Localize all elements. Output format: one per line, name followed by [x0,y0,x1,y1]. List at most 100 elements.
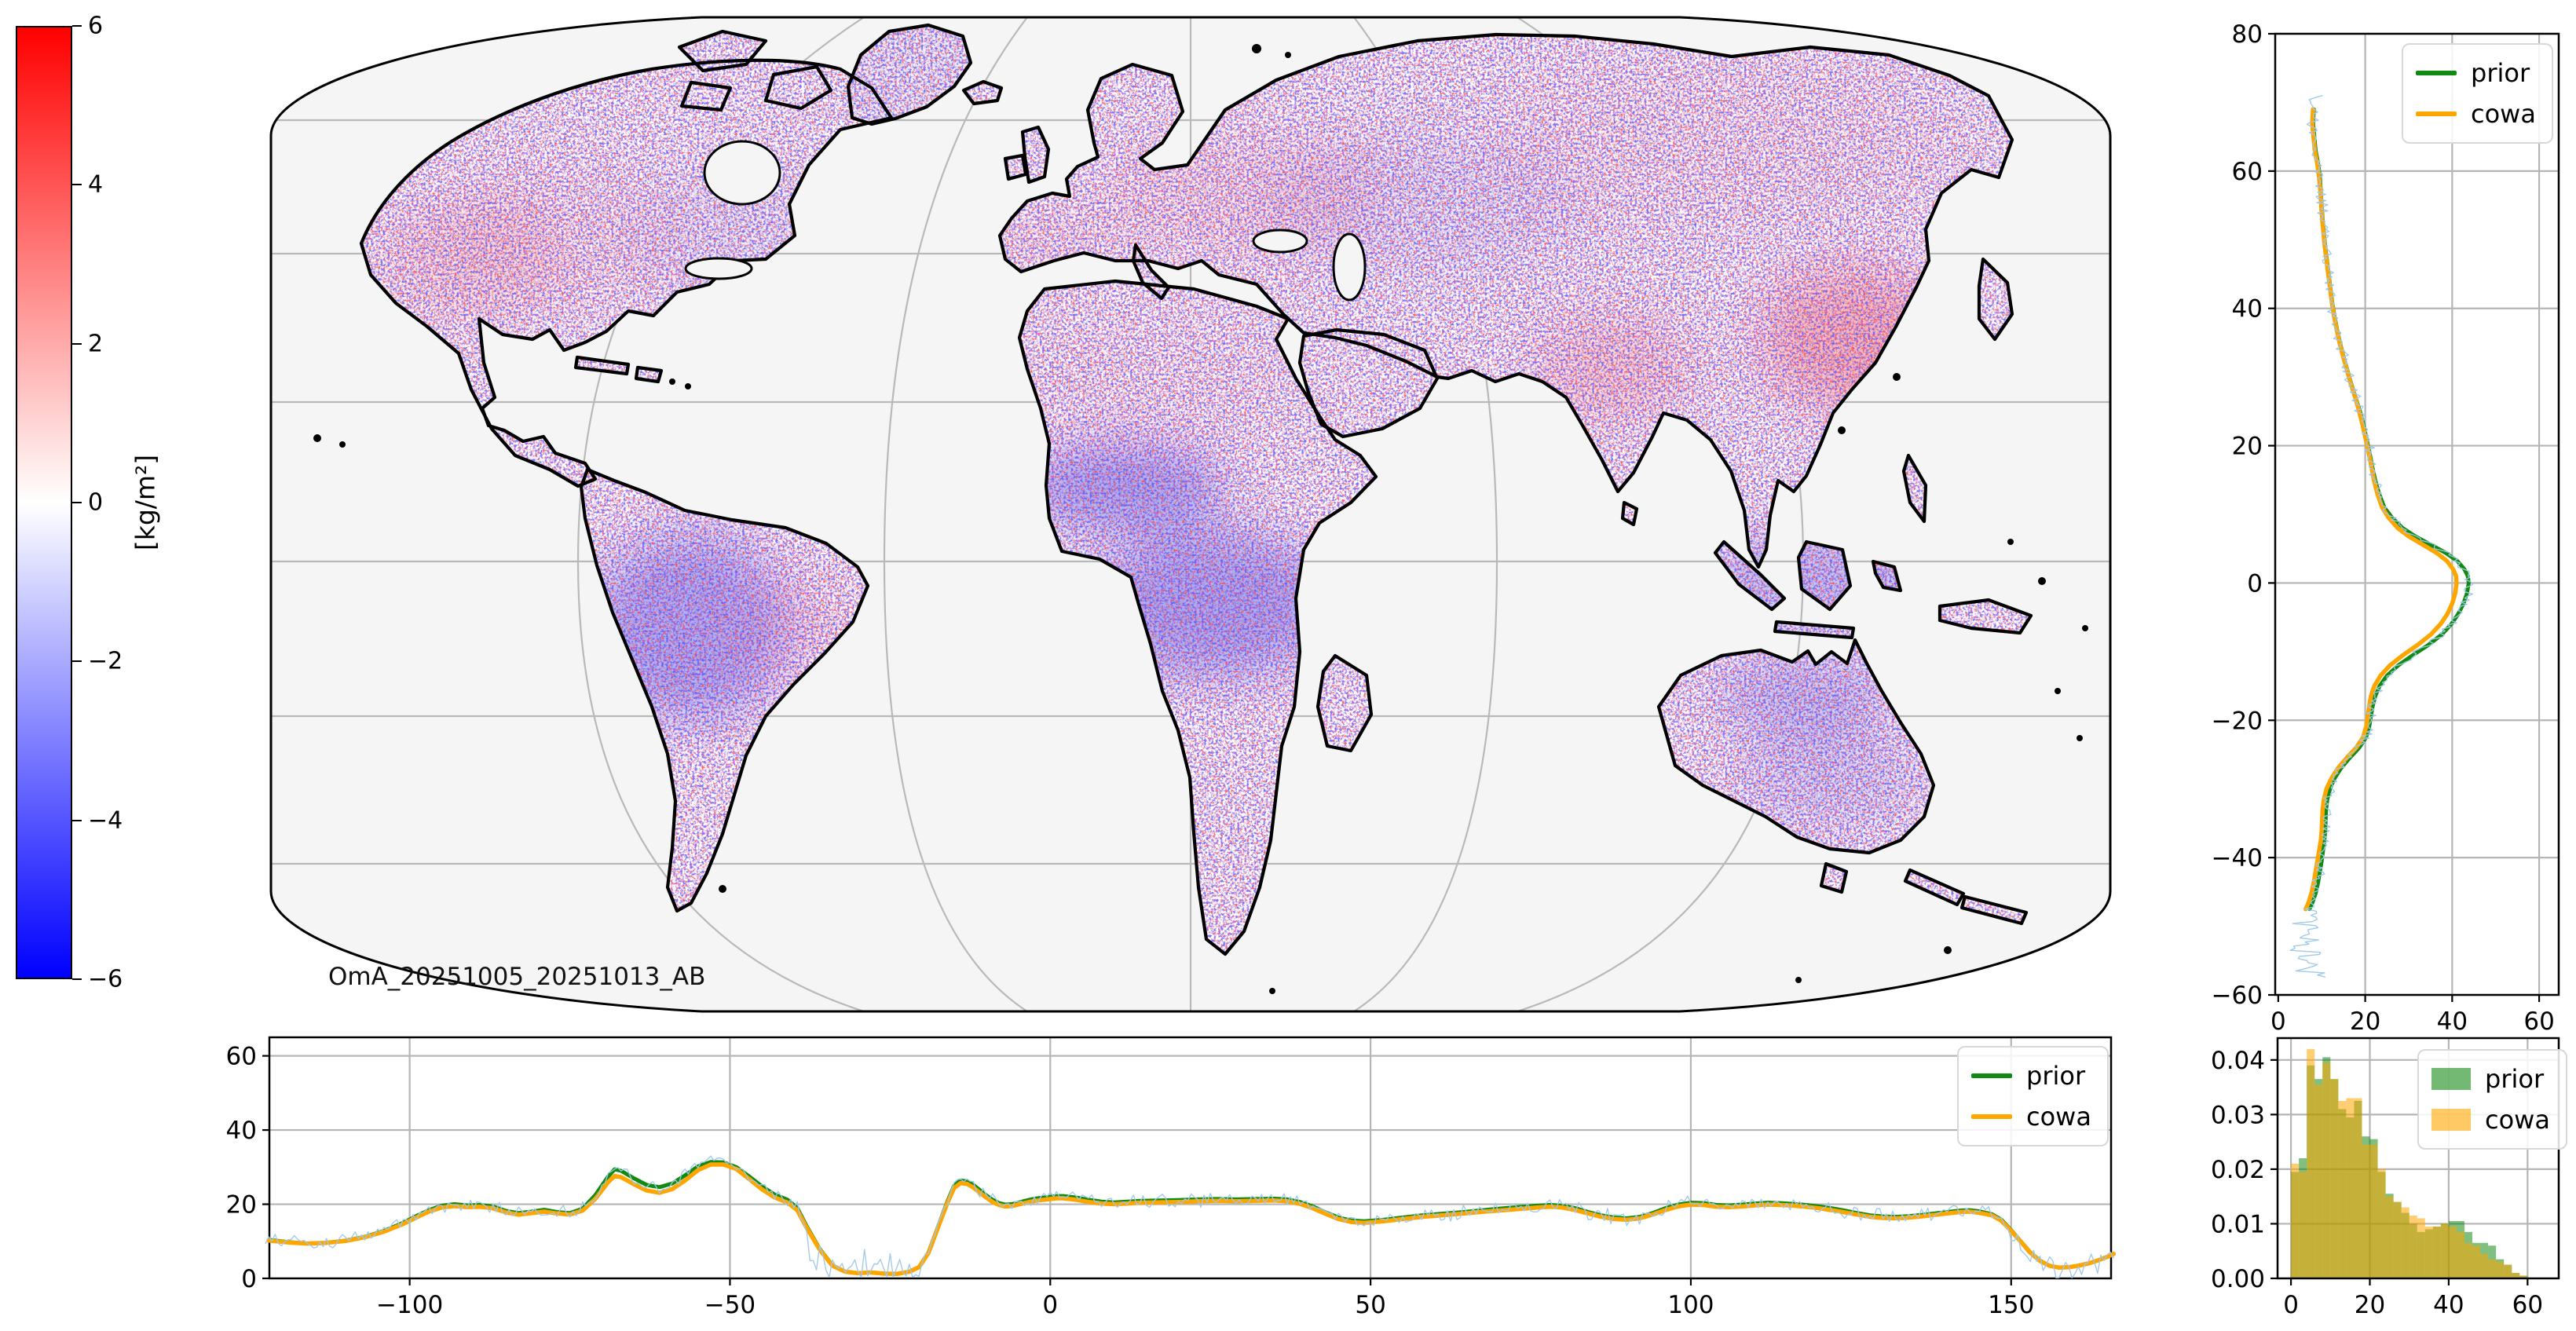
series-line [2307,107,2471,912]
legend-lat-profile: prior cowa [2402,43,2553,144]
legend-label-cowa: cowa [2471,99,2536,129]
hist-bar [2472,1245,2481,1278]
hist-bar [2512,1273,2520,1278]
colorbar-tick [72,819,82,821]
series-line [265,1155,2115,1279]
hist-bar [2401,1207,2410,1278]
tick-label: 60 [2232,158,2263,186]
colorbar-tick [72,184,82,186]
map-annotation: OmA_20251005_20251013_AB [328,963,706,991]
tick-label: 40 [2232,295,2263,324]
hist-bar [2346,1098,2355,1278]
hist-bar [2354,1098,2362,1278]
colorbar-tick [72,502,82,503]
legend-histogram: prior cowa [2417,1049,2567,1150]
tick-label: 50 [1355,1291,1385,1319]
hist-bar [2480,1253,2489,1278]
tick-label: 60 [2523,1007,2554,1036]
tick-label: −20 [2212,707,2263,735]
hist-bar [2504,1264,2512,1278]
tick-label: 0 [1042,1291,1058,1319]
tick-label: 80 [2232,20,2263,49]
prior-line-swatch [1971,1073,2012,1078]
hist-bar [2496,1262,2505,1278]
cowa-line-swatch [1971,1114,2012,1119]
hist-bar [2369,1144,2378,1278]
tick-label: 0 [2283,1291,2299,1319]
tick-label: 60 [226,1043,257,1071]
axes-frame [2274,32,2560,996]
colorbar-tick-label: 6 [88,12,104,40]
hist-bar [2362,1144,2370,1278]
series-line [2289,94,2474,978]
tick-label: 40 [2437,1007,2468,1036]
hist-bar [2417,1218,2425,1278]
hist-bar [2377,1168,2386,1278]
hist-bar [2409,1216,2417,1278]
hist-bar [2432,1226,2441,1278]
hist-bar [2464,1242,2473,1278]
tick-label: 20 [226,1191,257,1219]
legend-item-cowa: cowa [2416,93,2536,134]
colorbar-tick-label: −6 [88,965,123,993]
hist-bar [2314,1084,2323,1278]
colorbar-unit-label: [kg/m²] [130,454,161,551]
tick-label: 0 [2247,569,2263,598]
map-small-islands [313,44,2088,994]
legend-label-cowa: cowa [2026,1102,2091,1132]
legend-label-prior: prior [2026,1061,2086,1091]
hist-bar [2291,1163,2300,1278]
axes-frame [2276,1037,2560,1280]
legend-item-prior: prior [2416,53,2536,93]
prior-patch-swatch [2431,1068,2471,1090]
hist-bar [2385,1196,2394,1278]
colorbar-tick-label: 4 [88,170,104,199]
colorbar [16,26,72,979]
hist-bar [2393,1201,2402,1278]
colorbar-tick [72,25,82,27]
hist-bar [2338,1100,2347,1278]
tick-label: 0 [2270,1007,2286,1036]
hist-cowa-bars [2291,1048,2528,1278]
map-inland-seas [684,140,1367,302]
legend-label-prior: prior [2485,1064,2545,1094]
axes-frame [268,1036,2113,1280]
legend-item-prior: prior [2431,1059,2550,1099]
hist-bar [2322,1062,2331,1278]
colorbar-tick-label: 0 [88,488,104,517]
hist-bar [2488,1259,2497,1278]
hist-bar [2440,1223,2449,1278]
tick-label: 150 [1988,1291,2034,1319]
hist-bar [2424,1226,2433,1278]
colorbar-tick [72,660,82,663]
colorbar-tick [72,978,82,980]
legend-lon-profile: prior cowa [1957,1046,2109,1146]
hist-bar [2330,1079,2339,1278]
hist-bar [2448,1226,2457,1278]
series-line [2303,107,2459,912]
legend-item-cowa: cowa [2431,1099,2550,1140]
tick-label: 0 [241,1265,257,1293]
legend-item-prior: prior [1971,1055,2091,1096]
cowa-line-swatch [2416,112,2457,116]
tick-label: 20 [2232,433,2263,461]
tick-label: 40 [2433,1291,2464,1319]
tick-label: −60 [2212,982,2263,1010]
colorbar-tick-label: −4 [88,806,123,835]
legend-label-cowa: cowa [2485,1105,2550,1135]
hist-bar [2299,1172,2307,1278]
colorbar-tick-label: −2 [88,647,123,675]
legend-label-prior: prior [2471,58,2530,88]
colorbar-tick [72,342,82,345]
prior-line-swatch [2416,71,2457,75]
tick-label: 0.04 [2211,1047,2265,1075]
tick-label: 0.00 [2211,1265,2265,1293]
cowa-patch-swatch [2431,1109,2471,1131]
hist-bar [2456,1231,2464,1278]
hist-bar [2307,1048,2315,1278]
tick-label: −40 [2212,844,2263,872]
tick-label: 20 [2355,1291,2385,1319]
